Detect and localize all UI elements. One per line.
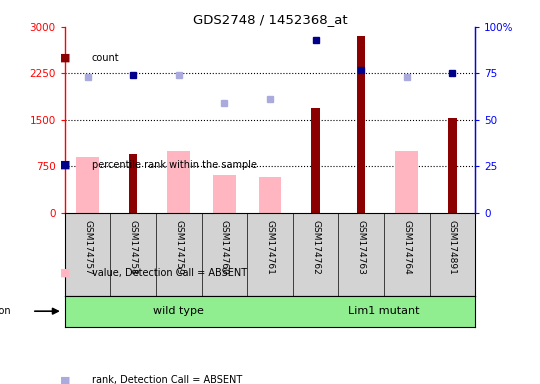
Text: wild type: wild type [153, 306, 204, 316]
Text: GSM174761: GSM174761 [266, 220, 274, 275]
Text: ■: ■ [59, 268, 70, 278]
Bar [357, 36, 365, 213]
Bar [395, 151, 418, 213]
Bar [448, 118, 456, 213]
Text: ■: ■ [59, 53, 70, 63]
Text: value, Detection Call = ABSENT: value, Detection Call = ABSENT [92, 268, 247, 278]
Bar [213, 174, 236, 213]
Bar [129, 154, 137, 213]
Bar [312, 108, 320, 213]
Text: ■: ■ [59, 375, 70, 384]
Text: count: count [92, 53, 119, 63]
Bar [65, 296, 293, 327]
Text: GSM174757: GSM174757 [83, 220, 92, 275]
Bar [167, 151, 190, 213]
Text: GSM174758: GSM174758 [129, 220, 138, 275]
Text: GSM174891: GSM174891 [448, 220, 457, 275]
Text: GSM174762: GSM174762 [311, 220, 320, 274]
Bar [259, 177, 281, 213]
Text: genotype/variation: genotype/variation [0, 306, 11, 316]
Text: ■: ■ [59, 160, 70, 170]
Text: GSM174764: GSM174764 [402, 220, 411, 274]
Bar [76, 157, 99, 213]
Text: GSM174760: GSM174760 [220, 220, 229, 275]
Text: GSM174763: GSM174763 [357, 220, 366, 275]
Text: rank, Detection Call = ABSENT: rank, Detection Call = ABSENT [92, 375, 242, 384]
Text: GSM174759: GSM174759 [174, 220, 183, 275]
Text: Lim1 mutant: Lim1 mutant [348, 306, 420, 316]
Bar [293, 296, 475, 327]
Text: percentile rank within the sample: percentile rank within the sample [92, 160, 257, 170]
Title: GDS2748 / 1452368_at: GDS2748 / 1452368_at [193, 13, 347, 26]
